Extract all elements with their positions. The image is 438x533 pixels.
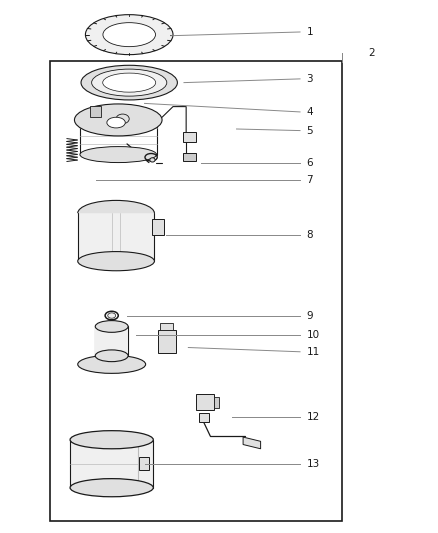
Ellipse shape [150, 158, 155, 162]
Text: 4: 4 [307, 107, 313, 117]
Text: 2: 2 [368, 49, 374, 58]
Text: 9: 9 [307, 311, 313, 320]
Text: 5: 5 [307, 126, 313, 135]
Text: 7: 7 [307, 175, 313, 185]
Ellipse shape [74, 104, 162, 136]
Ellipse shape [116, 114, 129, 124]
Ellipse shape [107, 117, 125, 128]
Bar [183, 153, 196, 161]
Bar [90, 106, 101, 117]
Ellipse shape [78, 356, 145, 374]
Text: 12: 12 [307, 412, 320, 422]
Ellipse shape [85, 15, 173, 55]
Ellipse shape [102, 73, 155, 92]
Ellipse shape [81, 66, 177, 100]
Bar [95, 326, 128, 356]
Bar [152, 219, 165, 235]
Ellipse shape [96, 30, 162, 50]
Ellipse shape [70, 479, 153, 497]
Bar [183, 132, 196, 142]
Ellipse shape [103, 22, 155, 47]
Bar [139, 457, 149, 470]
Text: 6: 6 [307, 158, 313, 167]
Ellipse shape [70, 431, 153, 449]
Bar [78, 213, 154, 261]
Bar [214, 397, 219, 408]
Ellipse shape [78, 252, 154, 271]
Ellipse shape [95, 321, 128, 333]
Ellipse shape [95, 350, 128, 362]
Bar [70, 440, 153, 488]
Bar [50, 61, 342, 521]
Ellipse shape [92, 69, 167, 96]
Bar [196, 394, 214, 410]
Bar [199, 413, 209, 422]
Ellipse shape [108, 313, 116, 318]
Ellipse shape [80, 147, 157, 163]
Text: 11: 11 [307, 347, 320, 357]
Text: 13: 13 [307, 459, 320, 469]
Polygon shape [78, 200, 154, 213]
Text: 10: 10 [307, 330, 320, 340]
Polygon shape [243, 437, 261, 449]
Text: 1: 1 [307, 27, 313, 37]
Bar [158, 330, 176, 353]
Text: 8: 8 [307, 230, 313, 239]
Text: 3: 3 [307, 74, 313, 84]
Bar [160, 323, 173, 330]
